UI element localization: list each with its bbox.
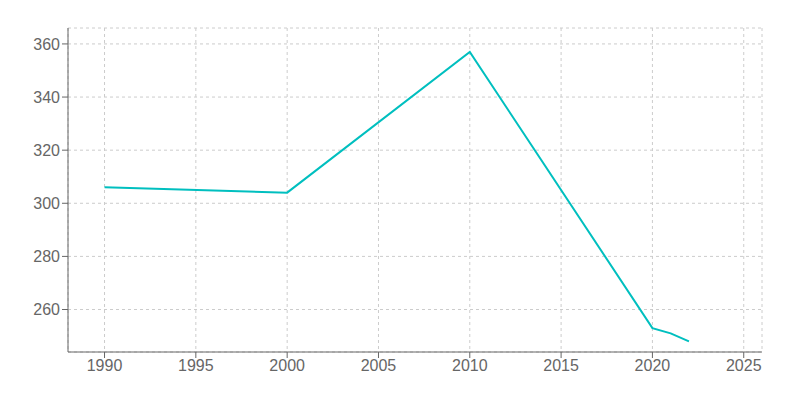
svg-text:360: 360 (33, 36, 60, 53)
svg-text:1990: 1990 (87, 357, 123, 374)
svg-text:2000: 2000 (269, 357, 305, 374)
svg-text:320: 320 (33, 142, 60, 159)
svg-text:340: 340 (33, 89, 60, 106)
svg-text:300: 300 (33, 195, 60, 212)
svg-text:280: 280 (33, 248, 60, 265)
svg-text:1995: 1995 (178, 357, 214, 374)
svg-text:2025: 2025 (726, 357, 762, 374)
svg-text:2005: 2005 (361, 357, 397, 374)
svg-text:260: 260 (33, 301, 60, 318)
svg-text:2015: 2015 (543, 357, 579, 374)
svg-text:2020: 2020 (635, 357, 671, 374)
svg-text:2010: 2010 (452, 357, 488, 374)
